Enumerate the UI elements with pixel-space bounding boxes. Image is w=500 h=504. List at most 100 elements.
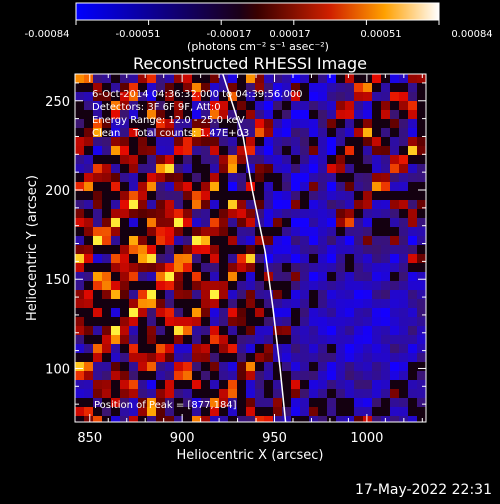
heatmap-cell (354, 281, 363, 290)
heatmap-cell (291, 281, 300, 290)
heatmap-cell (165, 308, 174, 317)
heatmap-cell (372, 380, 381, 389)
heatmap-cell (399, 290, 408, 299)
solar-limb-curve (222, 74, 287, 422)
heatmap-cell (120, 335, 129, 344)
heatmap-cell (219, 407, 228, 416)
heatmap-cell (120, 128, 129, 137)
heatmap-cell (399, 200, 408, 209)
heatmap-cell (237, 209, 246, 218)
heatmap-cell (363, 227, 372, 236)
heatmap-cell (318, 335, 327, 344)
heatmap-cell (300, 200, 309, 209)
heatmap-cell (156, 326, 165, 335)
y-tick-label: 200 (45, 184, 70, 199)
heatmap-cell (210, 245, 219, 254)
heatmap-cell (282, 173, 291, 182)
heatmap-cell (75, 200, 84, 209)
heatmap-cell (246, 416, 255, 422)
heatmap-cell (291, 272, 300, 281)
heatmap-cell (417, 137, 426, 146)
heatmap-cell (363, 128, 372, 137)
heatmap-cell (93, 371, 102, 380)
heatmap-cell (219, 209, 228, 218)
heatmap-cell (273, 353, 282, 362)
heatmap-cell (273, 218, 282, 227)
heatmap-cell (327, 92, 336, 101)
peak-position-label: Position of Peak = [877,184] (94, 400, 237, 411)
heatmap-cell (120, 317, 129, 326)
heatmap-cell (264, 119, 273, 128)
heatmap-cell (228, 155, 237, 164)
heatmap-cell (93, 137, 102, 146)
heatmap-cell (192, 155, 201, 164)
heatmap-cell (363, 263, 372, 272)
heatmap-cell (201, 389, 210, 398)
heatmap-cell (93, 245, 102, 254)
heatmap-cell (165, 218, 174, 227)
heatmap-cell (237, 227, 246, 236)
heatmap-cell (417, 128, 426, 137)
heatmap-cell (129, 164, 138, 173)
heatmap-cell (129, 281, 138, 290)
heatmap-cell (93, 92, 102, 101)
heatmap-cell (399, 335, 408, 344)
heatmap-cell (228, 263, 237, 272)
heatmap-cell (336, 155, 345, 164)
heatmap-cell (219, 245, 228, 254)
heatmap-cell (390, 326, 399, 335)
heatmap-cell (372, 254, 381, 263)
heatmap-cell (282, 398, 291, 407)
heatmap-cell (237, 110, 246, 119)
annotation-clean-counts: Clean Total counts: 1.47E+03 (92, 128, 249, 139)
heatmap-cell (291, 245, 300, 254)
heatmap-cell (183, 119, 192, 128)
heatmap-cell (165, 155, 174, 164)
heatmap-cell (138, 200, 147, 209)
heatmap-cell (183, 398, 192, 407)
heatmap-cell (282, 110, 291, 119)
heatmap-cell (129, 362, 138, 371)
heatmap-cell (219, 128, 228, 137)
heatmap-cell (84, 92, 93, 101)
heatmap-cell (192, 200, 201, 209)
heatmap-cell (111, 119, 120, 128)
heatmap-cell (354, 200, 363, 209)
heatmap-cell (183, 290, 192, 299)
heatmap-cell (399, 353, 408, 362)
heatmap-cell (174, 227, 183, 236)
heatmap-cell (309, 299, 318, 308)
heatmap-cell (336, 317, 345, 326)
heatmap-cell (345, 101, 354, 110)
heatmap-cell (318, 290, 327, 299)
heatmap-cell (84, 299, 93, 308)
heatmap-cell (336, 263, 345, 272)
heatmap-cell (138, 416, 147, 422)
heatmap-cell (237, 353, 246, 362)
heatmap-cell (318, 74, 327, 83)
heatmap-cell (120, 344, 129, 353)
heatmap-cell (129, 200, 138, 209)
heatmap-cell (390, 299, 399, 308)
heatmap-cell (327, 353, 336, 362)
heatmap-cell (174, 398, 183, 407)
heatmap-cell (93, 317, 102, 326)
heatmap-cell (129, 74, 138, 83)
heatmap-cell (345, 308, 354, 317)
heatmap-cell (147, 128, 156, 137)
heatmap-cell (237, 83, 246, 92)
heatmap-cell (273, 407, 282, 416)
heatmap-cell (354, 110, 363, 119)
heatmap-cell (147, 155, 156, 164)
heatmap-cell (381, 281, 390, 290)
heatmap-cell (201, 164, 210, 173)
heatmap-cell (417, 209, 426, 218)
heatmap-cell (345, 407, 354, 416)
heatmap-cell (102, 245, 111, 254)
heatmap-cell (363, 389, 372, 398)
heatmap-cell (84, 137, 93, 146)
heatmap-cell (336, 218, 345, 227)
heatmap-cell (255, 236, 264, 245)
heatmap-cell (399, 218, 408, 227)
heatmap-cell (174, 380, 183, 389)
